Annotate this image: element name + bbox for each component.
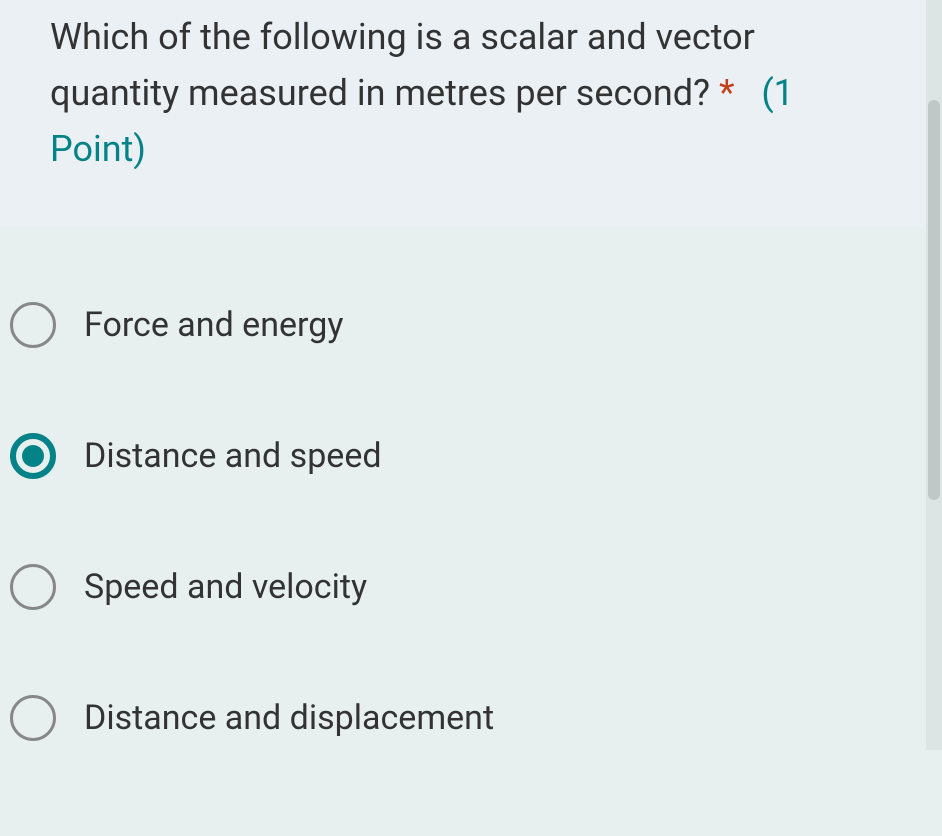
question-header: Which of the following is a scalar and v… <box>0 0 942 227</box>
option-row[interactable]: Force and energy <box>10 282 932 368</box>
scrollbar[interactable] <box>926 0 942 750</box>
scrollbar-thumb[interactable] <box>928 100 940 500</box>
radio-inner-dot <box>22 445 44 467</box>
radio-button[interactable] <box>10 564 56 610</box>
question-text: Which of the following is a scalar and v… <box>50 10 892 177</box>
radio-button[interactable] <box>10 433 56 479</box>
option-row[interactable]: Distance and displacement <box>10 675 932 761</box>
option-label: Speed and velocity <box>84 567 367 607</box>
option-row[interactable]: Speed and velocity <box>10 544 932 630</box>
question-prompt: Which of the following is a scalar and v… <box>50 16 755 114</box>
required-mark: * <box>719 72 735 114</box>
option-label: Distance and displacement <box>84 698 494 738</box>
option-label: Force and energy <box>84 305 343 345</box>
radio-button[interactable] <box>10 695 56 741</box>
option-label: Distance and speed <box>84 436 382 476</box>
option-row[interactable]: Distance and speed <box>10 413 932 499</box>
radio-button[interactable] <box>10 302 56 348</box>
options-container: Force and energy Distance and speed Spee… <box>0 227 942 836</box>
